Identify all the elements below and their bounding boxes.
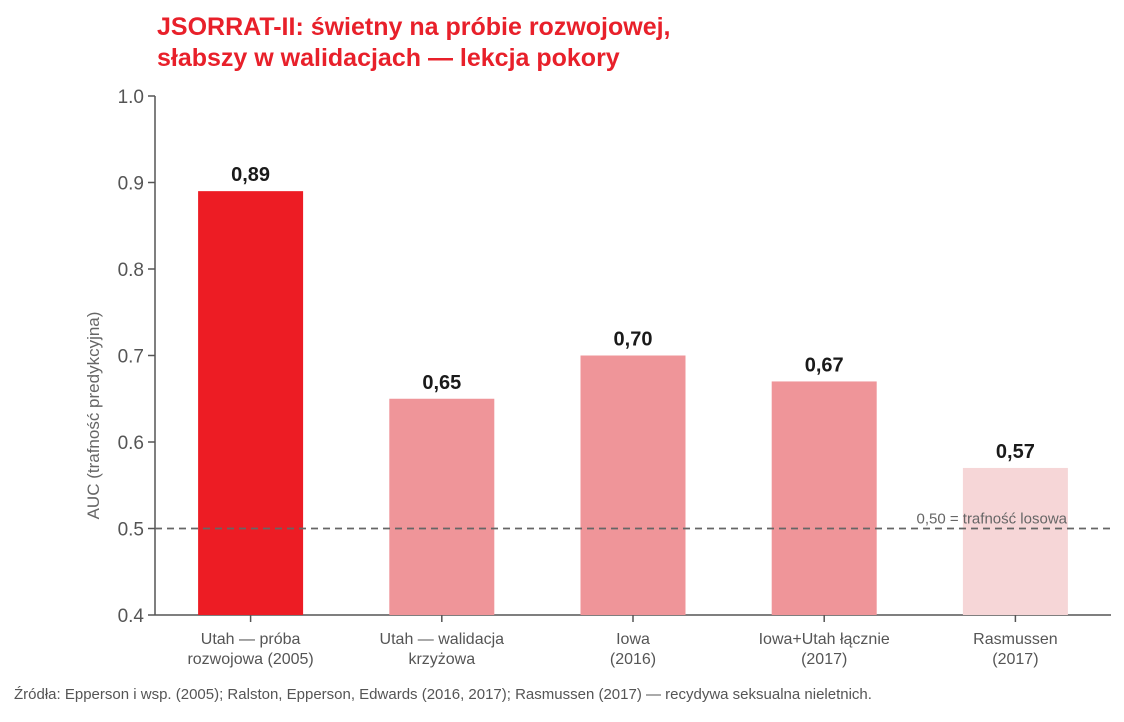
- bar: [389, 398, 495, 615]
- bar: [198, 191, 304, 615]
- y-tick-label: 0.7: [118, 347, 144, 368]
- bar-value-label: 0,89: [231, 164, 270, 186]
- chart-title: JSORRAT-II: świetny na próbie rozwojowej…: [157, 12, 1057, 74]
- x-category-label: Utah — próba: [201, 631, 301, 648]
- y-tick-label: 0.5: [118, 520, 144, 541]
- y-tick-label: 0.6: [118, 433, 144, 454]
- bar-value-label: 0,65: [422, 372, 461, 394]
- bar-value-label: 0,67: [805, 354, 844, 376]
- y-tick-label: 0.4: [118, 606, 145, 627]
- x-category-label: Utah — walidacja: [380, 631, 505, 648]
- x-category-label: Iowa: [616, 631, 650, 648]
- reference-line-label: 0,50 = trafność losowa: [916, 511, 1067, 528]
- chart-title-line-2: słabszy w walidacjach — lekcja pokory: [157, 44, 620, 72]
- y-tick-label: 1.0: [118, 87, 144, 108]
- bar: [771, 381, 877, 615]
- x-category-label: (2017): [992, 651, 1038, 668]
- y-tick-label: 0.8: [118, 260, 144, 281]
- chart-title-line-1: JSORRAT-II: świetny na próbie rozwojowej…: [157, 13, 671, 41]
- bar: [580, 355, 686, 615]
- x-category-label: krzyżowa: [408, 651, 475, 668]
- x-category-label: Iowa+Utah łącznie: [759, 631, 890, 648]
- y-tick-label: 0.9: [118, 174, 144, 195]
- bar-value-label: 0,70: [614, 329, 653, 351]
- bar: [962, 467, 1068, 615]
- x-category-label: Rasmussen: [973, 631, 1057, 648]
- x-category-label: (2016): [610, 651, 656, 668]
- x-category-label: rozwojowa (2005): [187, 651, 313, 668]
- y-axis-label: AUC (trafność predykcyjna): [84, 312, 103, 520]
- x-category-label: (2017): [801, 651, 847, 668]
- source-note: Źródła: Epperson i wsp. (2005); Ralston,…: [14, 686, 872, 703]
- bar-value-label: 0,57: [996, 441, 1035, 463]
